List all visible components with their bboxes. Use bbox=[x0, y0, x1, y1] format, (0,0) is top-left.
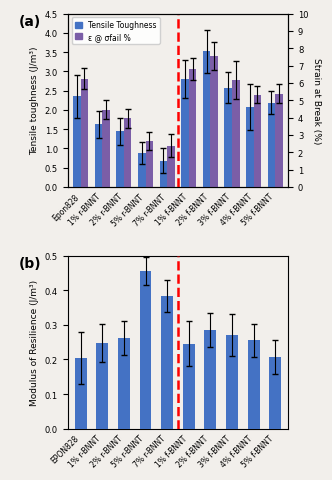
Bar bbox=[124, 119, 131, 188]
Text: (b): (b) bbox=[19, 256, 42, 270]
Bar bbox=[189, 70, 196, 188]
Bar bbox=[118, 338, 130, 429]
Bar bbox=[275, 95, 283, 188]
Bar bbox=[160, 161, 167, 188]
Bar bbox=[254, 96, 261, 188]
Bar bbox=[145, 142, 153, 188]
Bar bbox=[210, 57, 218, 188]
Bar bbox=[246, 108, 254, 188]
Bar bbox=[226, 336, 238, 429]
Bar bbox=[203, 52, 210, 188]
Bar bbox=[183, 344, 195, 429]
Bar bbox=[73, 97, 81, 188]
Bar bbox=[138, 154, 145, 188]
Text: (a): (a) bbox=[19, 14, 42, 28]
Bar bbox=[224, 88, 232, 188]
Bar bbox=[268, 104, 275, 188]
Bar bbox=[81, 79, 88, 188]
Bar bbox=[116, 132, 124, 188]
Y-axis label: Tensile toughness (J/m³): Tensile toughness (J/m³) bbox=[30, 47, 39, 155]
Bar bbox=[167, 146, 175, 188]
Bar bbox=[139, 272, 151, 429]
Bar bbox=[232, 81, 240, 188]
Bar bbox=[205, 330, 216, 429]
Bar bbox=[248, 341, 260, 429]
Y-axis label: Strain at Break (%): Strain at Break (%) bbox=[312, 58, 321, 144]
Bar bbox=[269, 357, 281, 429]
Bar bbox=[96, 343, 108, 429]
Bar bbox=[75, 358, 87, 429]
Bar bbox=[102, 110, 110, 188]
Y-axis label: Modulus of Resilience (J/m³): Modulus of Resilience (J/m³) bbox=[30, 279, 39, 405]
Legend: Tensile Toughness, ε @ σfail %: Tensile Toughness, ε @ σfail % bbox=[71, 18, 160, 45]
Bar bbox=[95, 125, 102, 188]
Bar bbox=[161, 297, 173, 429]
Bar bbox=[181, 80, 189, 188]
